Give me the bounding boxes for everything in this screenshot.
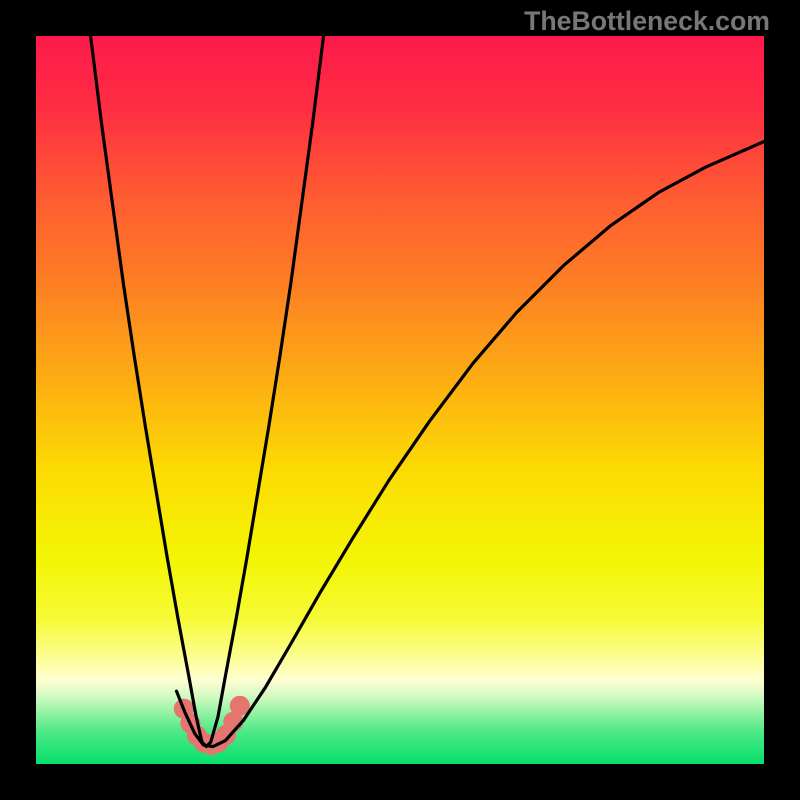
chart-container: TheBottleneck.com xyxy=(0,0,800,800)
plot-gradient-bg xyxy=(36,36,764,764)
watermark-text: TheBottleneck.com xyxy=(524,6,770,37)
bottleneck-chart xyxy=(0,0,800,800)
